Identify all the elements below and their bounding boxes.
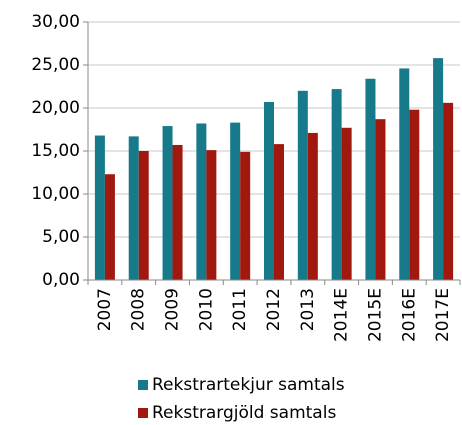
y-tick-label: 15,00 (31, 141, 80, 161)
bar (196, 123, 207, 280)
x-tick-label: 2017E (433, 288, 453, 342)
y-tick-label: 25,00 (31, 55, 80, 75)
legend-label: Rekstrargjöld samtals (152, 403, 336, 423)
x-tick-label: 2010 (196, 288, 216, 331)
y-tick-label: 10,00 (31, 184, 80, 204)
x-tick-label: 2011 (230, 288, 250, 331)
bar (297, 90, 308, 280)
bar (409, 109, 420, 280)
bar (443, 102, 454, 280)
bar (274, 144, 284, 280)
legend: Rekstrartekjur samtals Rekstrargjöld samt… (138, 375, 345, 423)
bar (341, 127, 352, 280)
bar (104, 174, 115, 280)
x-tick-label: 2013 (298, 288, 318, 331)
bar (230, 122, 241, 281)
bar (138, 151, 149, 280)
y-tick-label: 5,00 (42, 227, 80, 247)
legend-swatch (138, 380, 148, 390)
bar (206, 150, 217, 280)
bar (375, 119, 386, 281)
bar (162, 126, 173, 280)
x-tick-label: 2012 (264, 288, 284, 331)
bar (365, 78, 376, 280)
x-tick-label: 2016E (399, 288, 419, 342)
bar (433, 58, 444, 281)
y-tick-label: 20,00 (31, 98, 80, 118)
bar (128, 136, 139, 280)
x-tick-label: 2009 (163, 288, 183, 331)
x-tick-label: 2007 (95, 288, 115, 331)
legend-swatch (138, 408, 148, 418)
bar (240, 151, 251, 280)
bar (331, 89, 342, 280)
x-tick-label: 2015E (365, 288, 385, 342)
bar (399, 68, 410, 280)
x-tick-label: 2014E (332, 288, 352, 342)
x-tick-label: 2008 (129, 288, 149, 331)
legend-label: Rekstrartekjur samtals (152, 375, 345, 395)
bar (264, 101, 274, 280)
y-tick-label: 30,00 (31, 12, 80, 32)
y-tick-label: 0,00 (42, 270, 80, 290)
bar (307, 132, 318, 280)
bar (94, 135, 105, 280)
bar (172, 144, 183, 280)
